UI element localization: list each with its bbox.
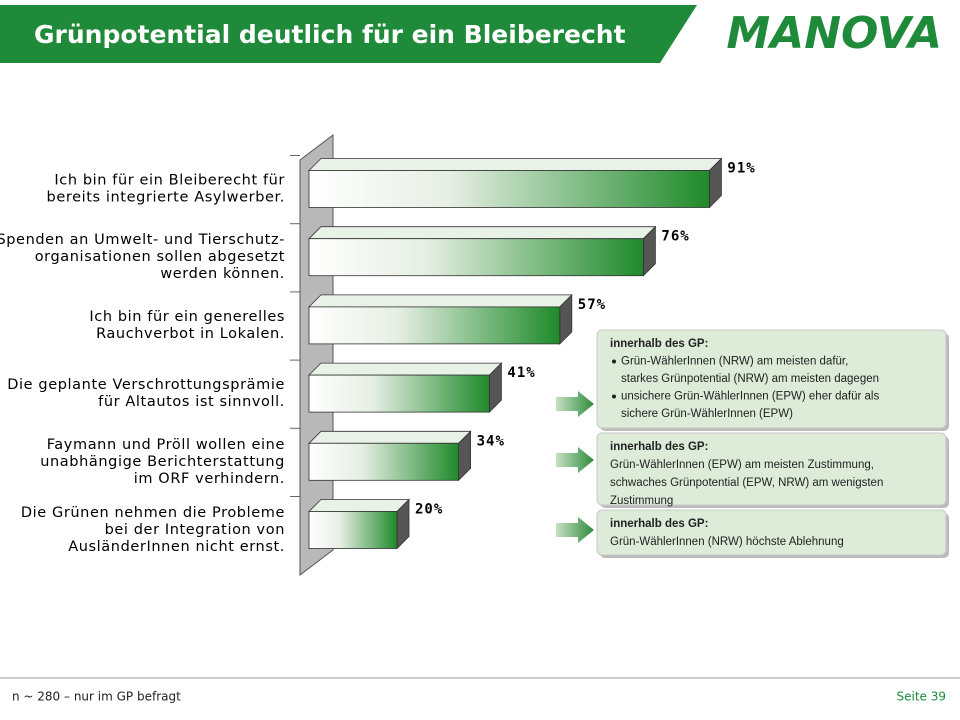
category-label: werden können. (160, 266, 285, 282)
category-label: AusländerInnen nicht ernst. (68, 539, 285, 555)
value-label: 20% (415, 502, 443, 518)
slide-title: Grünpotential deutlich für ein Bleiberec… (34, 20, 626, 49)
category-label: Ich bin für ein Bleiberecht für (54, 173, 285, 189)
callout-text: Grün-WählerInnen (NRW) höchste Ablehnung (610, 536, 844, 548)
category-label: Die Grünen nehmen die Probleme (21, 505, 285, 521)
category-label: im ORF verhindern. (134, 471, 285, 487)
value-label: 91% (727, 161, 755, 177)
category-label: Ich bin für ein generelles (89, 309, 285, 325)
callout-arrow (556, 391, 594, 417)
bar (308, 442, 460, 481)
value-label: 76% (661, 229, 689, 245)
callout-arrow (556, 517, 594, 543)
callout-arrow (556, 447, 594, 473)
callout-box (596, 432, 947, 506)
category-label: Faymann und Pröll wollen eine (47, 437, 285, 453)
category-label: für Altautos ist sinnvoll. (98, 394, 285, 410)
bar (308, 170, 710, 208)
value-label: 34% (477, 433, 505, 449)
callout-heading: innerhalb des GP: (610, 518, 708, 530)
bar-top (308, 362, 503, 376)
callout-box (596, 329, 947, 429)
callout-heading: innerhalb des GP: (610, 338, 708, 350)
category-label: Rauchverbot in Lokalen. (96, 326, 285, 342)
logo: MANOVA (726, 8, 942, 59)
callout-text: schwaches Grünpotential (EPW, NRW) am we… (610, 477, 883, 489)
category-label: Die geplante Verschrottungsprämie (7, 377, 285, 393)
category-label: organisationen sollen abgesetzt (35, 249, 285, 265)
category-label: bei der Integration von (105, 522, 285, 538)
bar (308, 238, 644, 277)
bar (308, 374, 490, 413)
bar-top (308, 294, 573, 308)
callout-text: unsichere Grün-WählerInnen (EPW) eher da… (621, 391, 879, 403)
bar-top (308, 430, 472, 444)
category-label: unabhängige Berichterstattung (40, 454, 285, 470)
bar-top (308, 158, 723, 171)
value-label: 57% (578, 297, 606, 313)
footer-note: n ~ 280 – nur im GP befragt (12, 690, 181, 704)
header-band (0, 5, 697, 63)
bar (308, 511, 398, 549)
callout-text: sichere Grün-WählerInnen (EPW) (621, 408, 793, 420)
category-label: bereits integrierte Asylwerber. (47, 190, 285, 206)
bar-top (308, 499, 410, 512)
value-label: 41% (507, 365, 535, 381)
callout-heading: innerhalb des GP: (610, 441, 708, 453)
callout-box (596, 509, 947, 556)
callout-text: Grün-WählerInnen (EPW) am meisten Zustim… (610, 459, 874, 471)
page-number: Seite 39 (896, 690, 946, 704)
bar-top (308, 226, 657, 240)
bullet (612, 394, 616, 399)
category-label: Spenden an Umwelt- und Tierschutz- (0, 232, 285, 248)
bullet (612, 359, 616, 364)
callout-text: Zustimmung (610, 495, 673, 507)
bar (308, 306, 561, 345)
callout-text: Grün-WählerInnen (NRW) am meisten dafür, (621, 356, 848, 368)
callout-text: starkes Grünpotential (NRW) am meisten d… (621, 373, 879, 385)
